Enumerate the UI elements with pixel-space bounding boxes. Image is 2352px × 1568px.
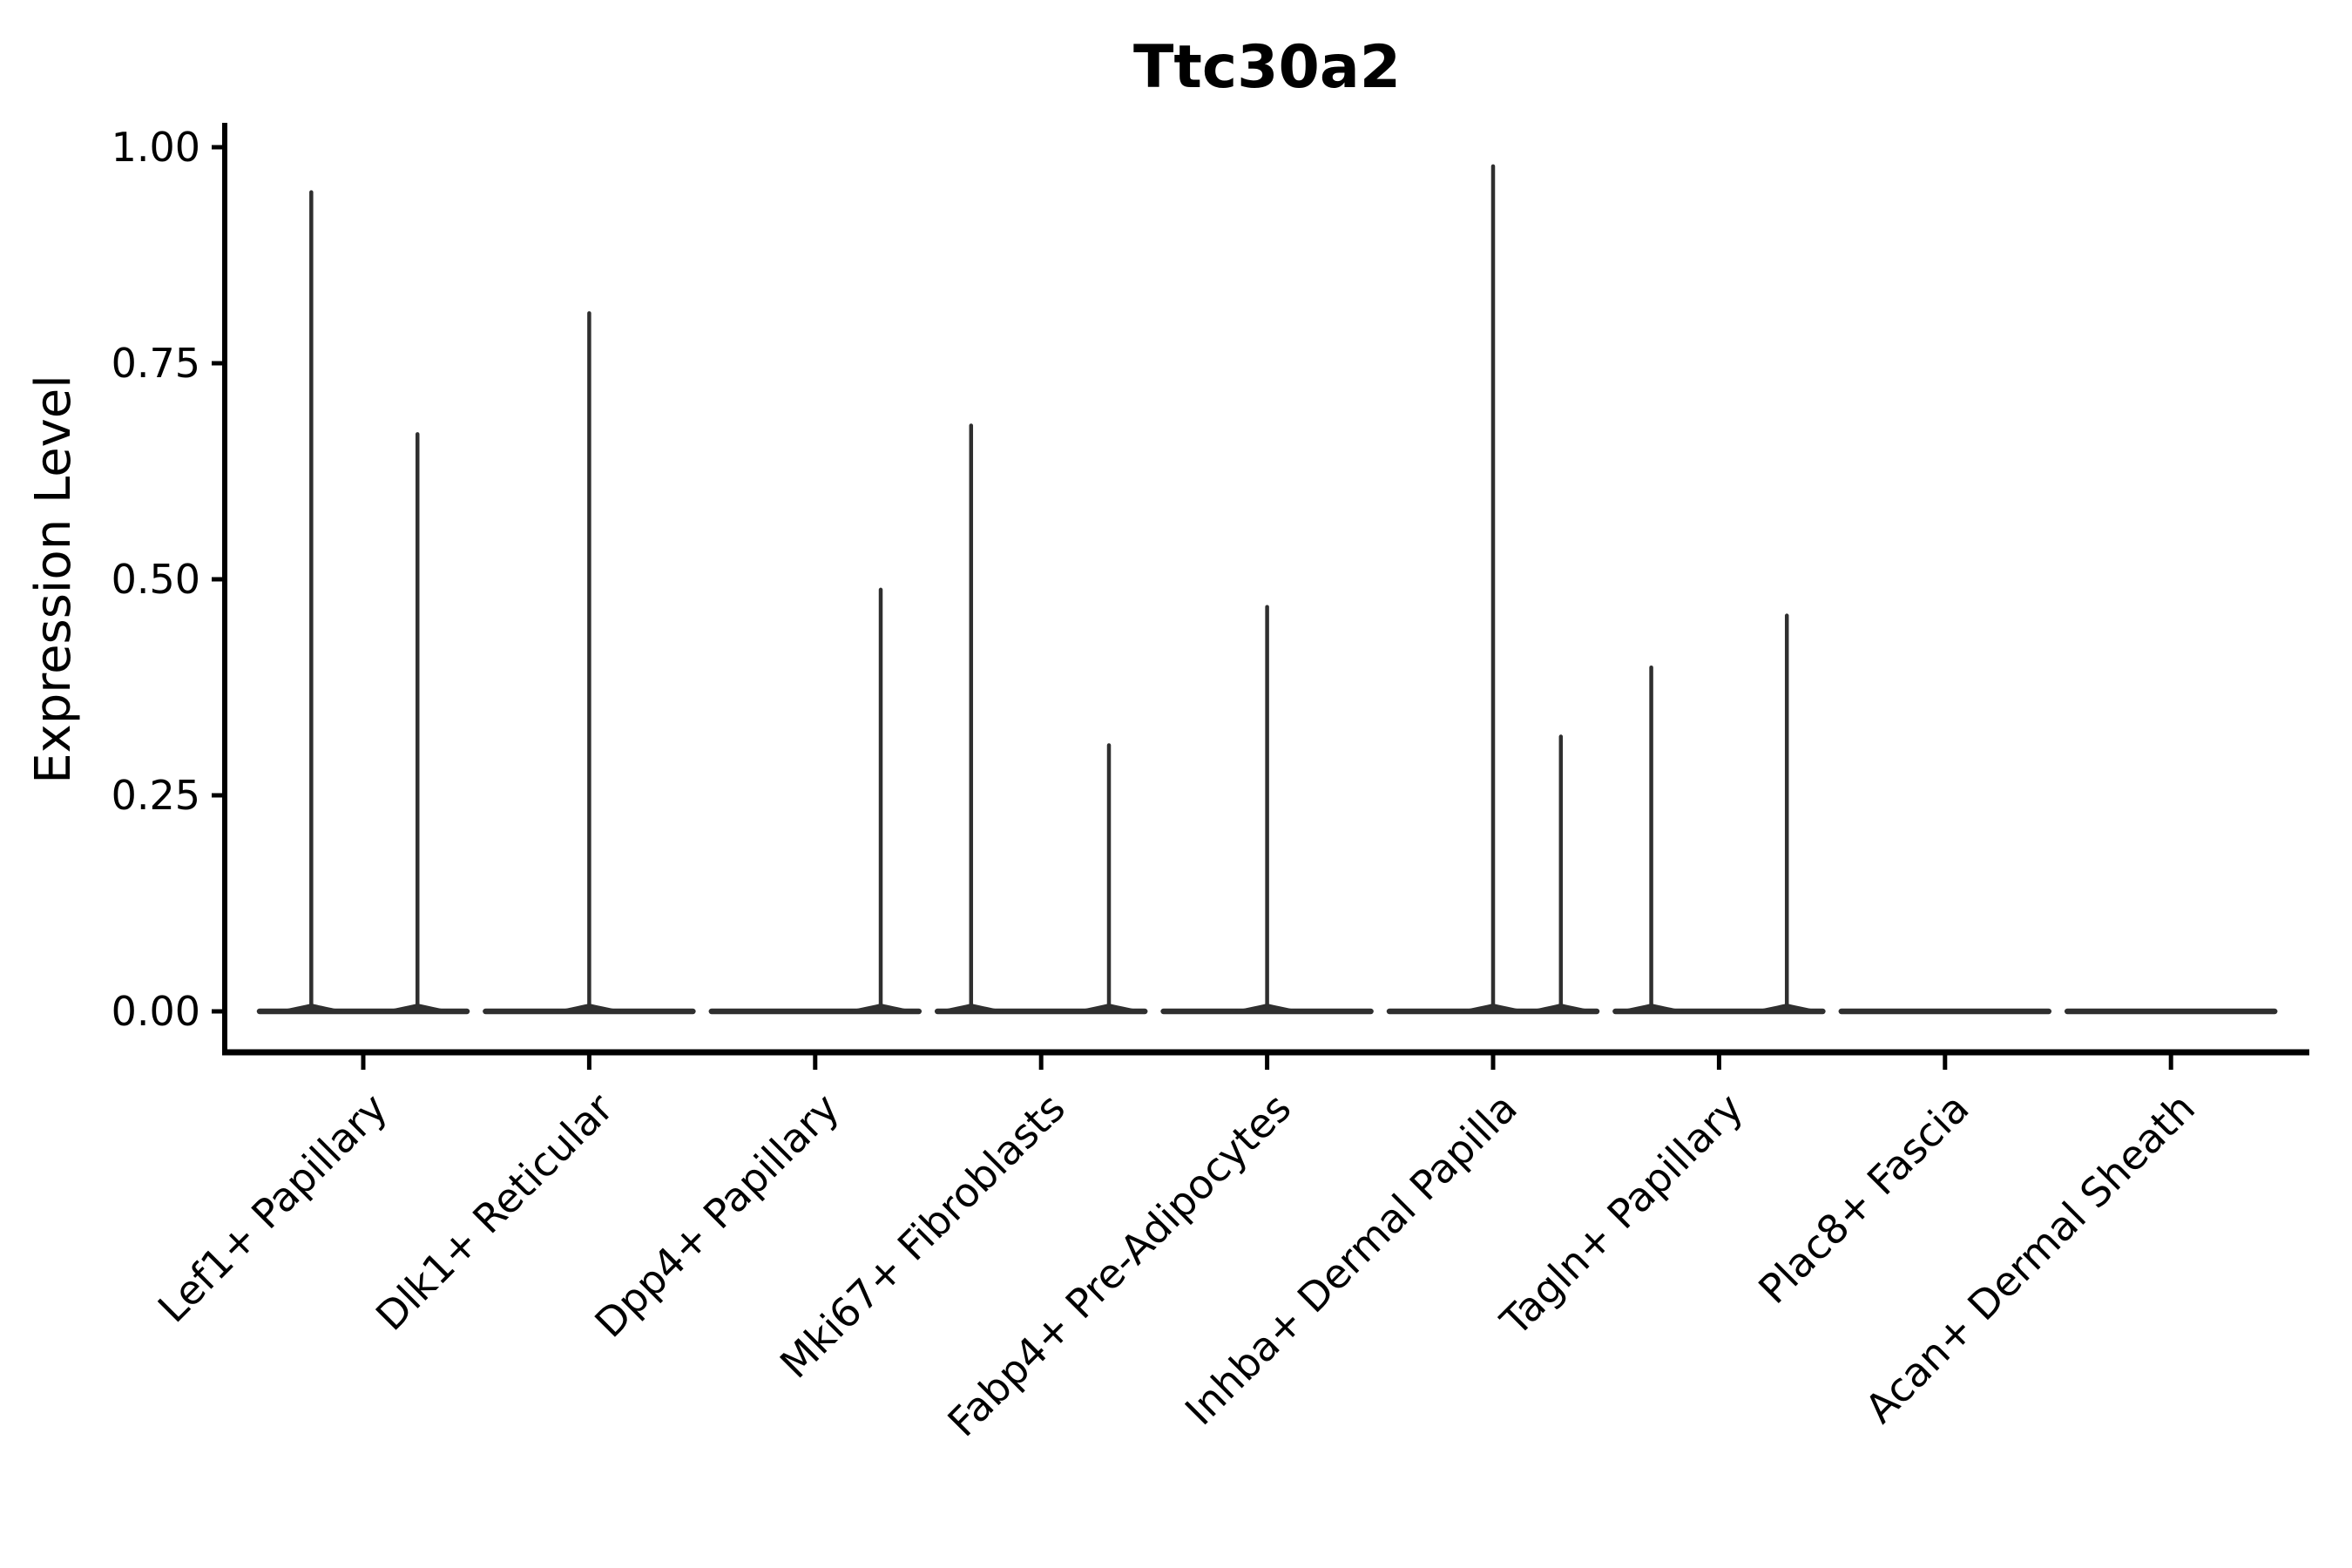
y-tick-label: 0.50 (112, 556, 200, 603)
y-tick-label: 0.25 (112, 772, 200, 819)
y-tick-label: 0.00 (112, 988, 200, 1035)
y-axis-label: Expression Level (25, 375, 82, 784)
y-tick-label: 1.00 (112, 124, 200, 171)
chart-title: Ttc30a2 (1133, 33, 1401, 102)
y-tick-label: 0.75 (112, 340, 200, 387)
